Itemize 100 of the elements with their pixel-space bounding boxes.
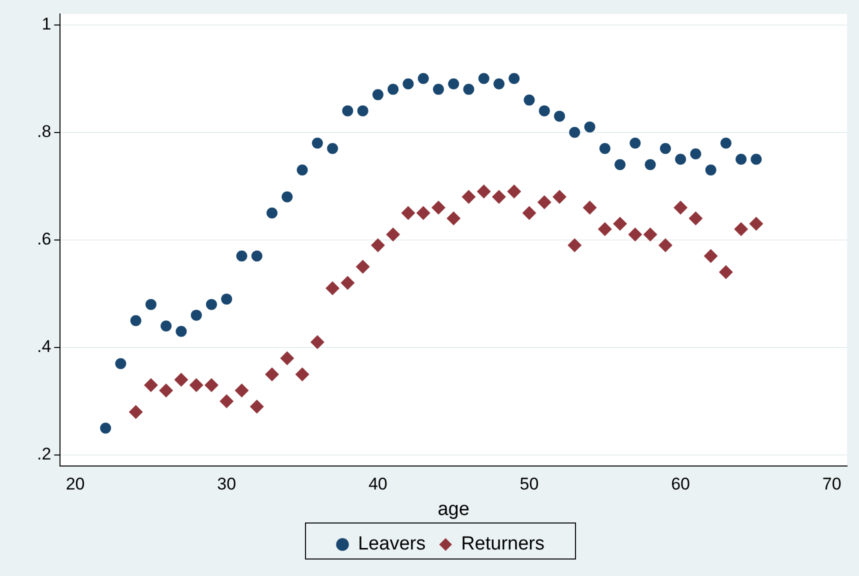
point <box>630 138 641 149</box>
point <box>614 159 626 170</box>
point <box>204 378 218 392</box>
point <box>416 206 430 220</box>
point <box>402 78 414 90</box>
point <box>674 200 688 215</box>
point <box>327 142 338 154</box>
point <box>432 84 444 95</box>
point <box>537 195 552 210</box>
legend-label: Returners <box>461 534 545 555</box>
point <box>584 121 596 132</box>
point <box>599 142 610 154</box>
point <box>176 326 187 337</box>
point <box>280 351 294 366</box>
point <box>282 191 293 202</box>
point <box>658 238 672 252</box>
point <box>446 211 461 226</box>
x-axis-title: age <box>438 498 470 520</box>
point <box>660 142 671 154</box>
point <box>115 358 126 370</box>
point <box>718 265 733 280</box>
x-tick-label: 70 <box>822 474 842 494</box>
point <box>372 89 384 100</box>
point <box>326 281 340 296</box>
legend-label: Leavers <box>358 534 426 555</box>
point <box>296 164 308 176</box>
point <box>159 384 174 398</box>
point <box>265 367 280 382</box>
y-tick-label: .6 <box>36 230 52 249</box>
point <box>145 298 156 310</box>
point <box>552 190 567 204</box>
point <box>357 105 368 116</box>
point <box>568 238 582 252</box>
point <box>750 154 762 165</box>
point <box>401 206 416 220</box>
y-tick-label: .4 <box>36 337 52 356</box>
point <box>628 228 642 242</box>
point <box>569 126 580 138</box>
point <box>189 378 204 392</box>
x-tick-label: 40 <box>368 474 388 494</box>
point <box>493 78 504 90</box>
point <box>266 208 278 219</box>
point <box>388 84 399 95</box>
point <box>507 184 522 198</box>
point <box>250 400 264 414</box>
point <box>448 78 460 90</box>
point <box>310 335 324 350</box>
point <box>386 228 400 242</box>
point <box>476 184 491 198</box>
point <box>582 200 597 215</box>
point <box>675 154 686 165</box>
x-tick-label: 60 <box>671 474 690 494</box>
point <box>538 105 550 116</box>
point <box>295 367 310 382</box>
point <box>100 422 112 434</box>
point <box>643 228 658 242</box>
point <box>251 250 262 262</box>
x-tick-label: 20 <box>66 474 85 494</box>
x-tick-label: 50 <box>520 474 539 494</box>
point <box>370 238 385 252</box>
point <box>749 216 764 231</box>
y-tick-label: .2 <box>36 444 52 464</box>
point <box>690 148 702 160</box>
point <box>462 190 476 204</box>
point <box>221 294 232 305</box>
point <box>522 206 536 220</box>
point <box>206 298 217 310</box>
point <box>524 94 535 106</box>
point <box>356 260 370 274</box>
point <box>312 138 323 149</box>
point <box>688 211 703 226</box>
point <box>734 222 748 236</box>
point <box>342 105 354 116</box>
point <box>508 73 520 84</box>
point <box>704 249 718 264</box>
point <box>554 110 566 122</box>
point <box>190 310 202 321</box>
point <box>478 73 490 84</box>
point <box>720 138 732 149</box>
point <box>340 276 355 290</box>
point <box>174 372 188 387</box>
x-tick-label: 30 <box>217 474 236 494</box>
y-tick-label: .8 <box>36 122 52 142</box>
point <box>705 164 716 176</box>
point <box>234 384 249 398</box>
point <box>431 200 446 215</box>
point <box>236 250 248 262</box>
point <box>418 73 429 84</box>
point <box>598 222 612 236</box>
y-tick-label: 1 <box>42 14 52 34</box>
point <box>144 378 158 392</box>
point <box>160 320 172 332</box>
point <box>128 405 143 420</box>
point <box>463 84 474 95</box>
point <box>613 216 628 231</box>
point <box>130 315 142 326</box>
point <box>492 190 506 204</box>
point <box>220 394 234 408</box>
point <box>736 154 747 165</box>
point <box>644 159 656 170</box>
